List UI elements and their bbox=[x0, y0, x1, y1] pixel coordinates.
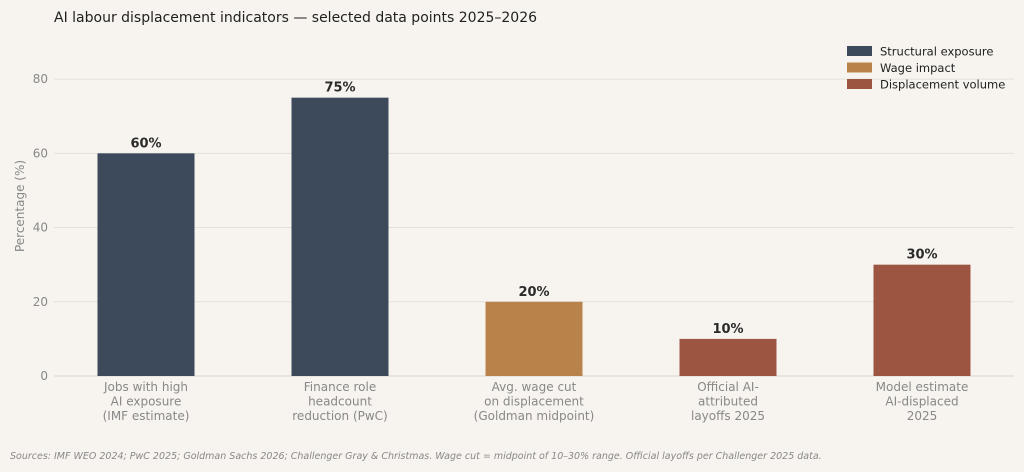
data-label: 75% bbox=[324, 81, 355, 96]
legend-entry: Wage impact bbox=[880, 61, 956, 75]
bar bbox=[873, 264, 971, 376]
y-axis-label: Percentage (%) bbox=[13, 160, 27, 252]
x-tick-label-line: Jobs with high bbox=[103, 380, 188, 394]
x-tick-label-line: Finance role bbox=[304, 380, 376, 394]
x-tick-label-line: attributed bbox=[698, 395, 758, 409]
legend: Structural exposure Wage impact Displaceme… bbox=[847, 45, 1005, 92]
category-labels: Jobs with high AI exposure (IMF estimate) F… bbox=[103, 380, 969, 423]
data-label: 10% bbox=[712, 322, 743, 337]
x-tick-label: Jobs with high AI exposure (IMF estimate) bbox=[103, 380, 190, 423]
x-tick-label: Avg. wage cut on displacement (Goldman mid… bbox=[474, 380, 595, 423]
x-tick-label-line: on displacement bbox=[484, 395, 584, 409]
data-label: 30% bbox=[906, 248, 937, 263]
bar bbox=[291, 97, 389, 377]
bars bbox=[97, 97, 971, 377]
chart-title: AI labour displacement indicators — sele… bbox=[54, 10, 537, 26]
x-tick-label-line: Official AI- bbox=[697, 380, 759, 394]
y-axis-ticks: 0 20 40 60 80 bbox=[33, 72, 48, 383]
y-tick-label: 20 bbox=[33, 295, 48, 309]
x-tick-label-line: 2025 bbox=[907, 409, 938, 423]
x-tick-label-line: Avg. wage cut bbox=[492, 380, 577, 394]
x-tick-label-line: reduction (PwC) bbox=[292, 409, 387, 423]
y-tick-label: 40 bbox=[33, 221, 48, 235]
grid-lines bbox=[54, 78, 1014, 377]
data-label: 20% bbox=[518, 285, 549, 300]
bar bbox=[679, 338, 777, 376]
x-tick-label-line: (IMF estimate) bbox=[103, 409, 190, 423]
bar bbox=[97, 153, 195, 376]
y-tick-label: 0 bbox=[40, 369, 48, 383]
x-tick-label-line: layoffs 2025 bbox=[691, 409, 765, 423]
x-tick-label-line: AI-displaced bbox=[885, 395, 958, 409]
legend-entry: Structural exposure bbox=[880, 45, 993, 59]
legend-swatch bbox=[847, 62, 872, 73]
data-label: 60% bbox=[130, 136, 161, 151]
x-tick-label-line: Model estimate bbox=[876, 380, 969, 394]
x-tick-label: Model estimate AI-displaced 2025 bbox=[876, 380, 969, 423]
legend-entry: Displacement volume bbox=[880, 78, 1005, 92]
x-tick-label: Official AI-attributed layoffs 2025 bbox=[691, 380, 765, 423]
legend-swatch bbox=[847, 46, 872, 56]
data-labels: 60% 75% 20% 10% 30% bbox=[130, 81, 937, 337]
x-tick-label: Finance role headcount reduction (PwC) bbox=[292, 380, 387, 423]
y-tick-label: 80 bbox=[33, 72, 48, 86]
x-tick-label-line: AI exposure bbox=[111, 395, 182, 409]
y-tick-label: 60 bbox=[33, 146, 48, 160]
x-tick-label-line: (Goldman midpoint) bbox=[474, 409, 595, 423]
source-note: Sources: IMF WEO 2024; PwC 2025; Goldman… bbox=[10, 451, 822, 462]
bar bbox=[485, 301, 583, 376]
x-tick-label-line: headcount bbox=[308, 395, 372, 409]
legend-swatch bbox=[847, 79, 872, 89]
